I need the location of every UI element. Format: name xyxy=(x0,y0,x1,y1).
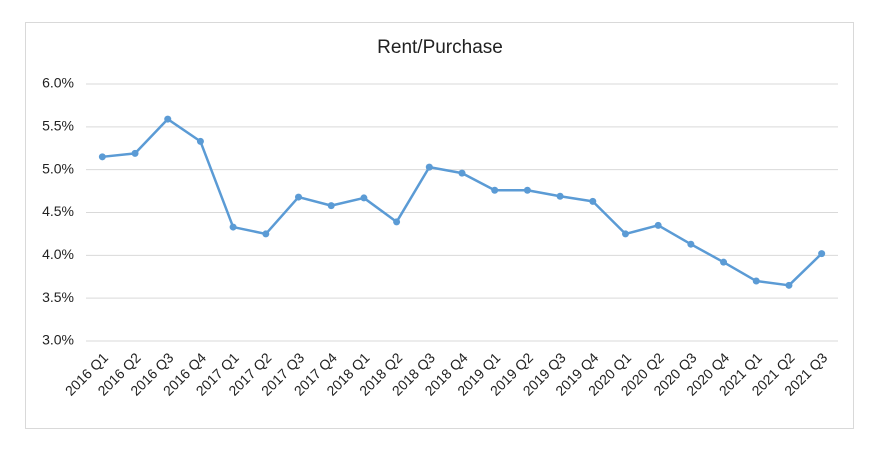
data-point xyxy=(556,192,564,200)
chart-title: Rent/Purchase xyxy=(377,37,503,58)
data-point xyxy=(720,258,728,266)
data-point xyxy=(393,218,401,226)
y-tick-label: 3.5% xyxy=(42,289,74,305)
data-point xyxy=(458,169,466,177)
y-tick-label: 6.0% xyxy=(42,75,74,91)
chart-frame xyxy=(25,22,854,429)
y-tick-label: 5.0% xyxy=(42,160,74,176)
data-point xyxy=(785,281,793,289)
y-tick-label: 5.5% xyxy=(42,118,74,134)
data-point xyxy=(131,149,139,157)
data-point xyxy=(229,223,237,231)
data-point xyxy=(654,221,662,229)
data-point xyxy=(425,163,433,171)
data-point xyxy=(687,240,695,248)
data-point xyxy=(752,277,760,285)
data-point xyxy=(295,193,303,201)
data-point xyxy=(164,115,172,123)
data-point xyxy=(818,250,826,258)
data-point xyxy=(98,153,106,161)
y-tick-label: 3.0% xyxy=(42,332,74,348)
data-point xyxy=(196,137,204,145)
data-point xyxy=(523,186,531,194)
data-point xyxy=(621,230,629,238)
data-point xyxy=(262,230,270,238)
data-point xyxy=(589,197,597,205)
data-point xyxy=(327,202,335,210)
data-point xyxy=(491,186,499,194)
y-tick-label: 4.5% xyxy=(42,203,74,219)
data-point xyxy=(360,194,368,202)
y-tick-label: 4.0% xyxy=(42,246,74,262)
